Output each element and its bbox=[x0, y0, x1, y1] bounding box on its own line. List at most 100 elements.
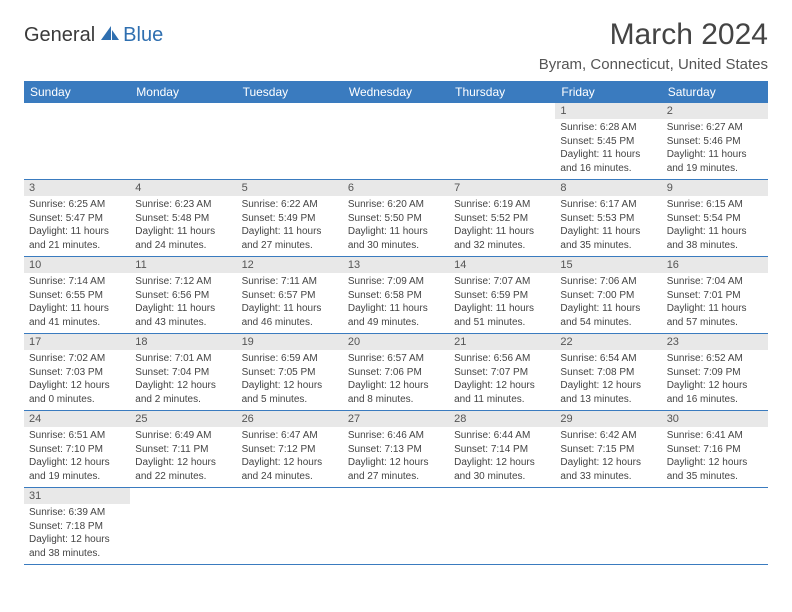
sunset-text: Sunset: 6:56 PM bbox=[135, 289, 231, 303]
day-details: Sunrise: 7:12 AMSunset: 6:56 PMDaylight:… bbox=[130, 273, 236, 333]
sunrise-text: Sunrise: 6:25 AM bbox=[29, 198, 125, 212]
calendar-empty-cell bbox=[130, 103, 236, 180]
day-number: 15 bbox=[555, 257, 661, 273]
calendar-day-cell: 25Sunrise: 6:49 AMSunset: 7:11 PMDayligh… bbox=[130, 411, 236, 488]
sunset-text: Sunset: 5:46 PM bbox=[667, 135, 763, 149]
calendar-week-row: 1Sunrise: 6:28 AMSunset: 5:45 PMDaylight… bbox=[24, 103, 768, 180]
logo-text-blue: Blue bbox=[123, 24, 163, 47]
day-details: Sunrise: 7:06 AMSunset: 7:00 PMDaylight:… bbox=[555, 273, 661, 333]
daylight-line1: Daylight: 12 hours bbox=[560, 379, 656, 393]
daylight-line2: and 16 minutes. bbox=[667, 393, 763, 407]
sunrise-text: Sunrise: 6:56 AM bbox=[454, 352, 550, 366]
sunrise-text: Sunrise: 6:54 AM bbox=[560, 352, 656, 366]
day-number: 17 bbox=[24, 334, 130, 350]
daylight-line1: Daylight: 12 hours bbox=[667, 379, 763, 393]
sunset-text: Sunset: 7:09 PM bbox=[667, 366, 763, 380]
daylight-line1: Daylight: 11 hours bbox=[667, 148, 763, 162]
sunset-text: Sunset: 7:14 PM bbox=[454, 443, 550, 457]
daylight-line1: Daylight: 11 hours bbox=[242, 302, 338, 316]
daylight-line1: Daylight: 12 hours bbox=[242, 379, 338, 393]
day-details: Sunrise: 6:47 AMSunset: 7:12 PMDaylight:… bbox=[237, 427, 343, 487]
day-number: 9 bbox=[662, 180, 768, 196]
sunrise-text: Sunrise: 6:46 AM bbox=[348, 429, 444, 443]
sunset-text: Sunset: 7:05 PM bbox=[242, 366, 338, 380]
day-number: 10 bbox=[24, 257, 130, 273]
daylight-line1: Daylight: 11 hours bbox=[560, 302, 656, 316]
daylight-line2: and 0 minutes. bbox=[29, 393, 125, 407]
calendar-day-cell: 20Sunrise: 6:57 AMSunset: 7:06 PMDayligh… bbox=[343, 334, 449, 411]
daylight-line1: Daylight: 11 hours bbox=[29, 302, 125, 316]
daylight-line1: Daylight: 12 hours bbox=[135, 379, 231, 393]
day-number: 3 bbox=[24, 180, 130, 196]
sunrise-text: Sunrise: 7:06 AM bbox=[560, 275, 656, 289]
month-title: March 2024 bbox=[539, 18, 768, 52]
sunrise-text: Sunrise: 7:02 AM bbox=[29, 352, 125, 366]
daylight-line2: and 11 minutes. bbox=[454, 393, 550, 407]
daylight-line2: and 30 minutes. bbox=[454, 470, 550, 484]
sunset-text: Sunset: 7:13 PM bbox=[348, 443, 444, 457]
daylight-line2: and 46 minutes. bbox=[242, 316, 338, 330]
day-details: Sunrise: 6:39 AMSunset: 7:18 PMDaylight:… bbox=[24, 504, 130, 564]
day-number: 19 bbox=[237, 334, 343, 350]
calendar-week-row: 24Sunrise: 6:51 AMSunset: 7:10 PMDayligh… bbox=[24, 411, 768, 488]
day-number: 25 bbox=[130, 411, 236, 427]
sunset-text: Sunset: 5:49 PM bbox=[242, 212, 338, 226]
sunrise-text: Sunrise: 6:41 AM bbox=[667, 429, 763, 443]
day-details: Sunrise: 6:28 AMSunset: 5:45 PMDaylight:… bbox=[555, 119, 661, 179]
day-details: Sunrise: 7:07 AMSunset: 6:59 PMDaylight:… bbox=[449, 273, 555, 333]
daylight-line2: and 2 minutes. bbox=[135, 393, 231, 407]
sunrise-text: Sunrise: 6:42 AM bbox=[560, 429, 656, 443]
sunset-text: Sunset: 7:04 PM bbox=[135, 366, 231, 380]
daylight-line2: and 24 minutes. bbox=[135, 239, 231, 253]
daylight-line1: Daylight: 11 hours bbox=[454, 302, 550, 316]
day-details: Sunrise: 7:09 AMSunset: 6:58 PMDaylight:… bbox=[343, 273, 449, 333]
daylight-line1: Daylight: 12 hours bbox=[348, 456, 444, 470]
daylight-line2: and 49 minutes. bbox=[348, 316, 444, 330]
daylight-line2: and 27 minutes. bbox=[242, 239, 338, 253]
sunset-text: Sunset: 7:01 PM bbox=[667, 289, 763, 303]
daylight-line2: and 27 minutes. bbox=[348, 470, 444, 484]
daylight-line1: Daylight: 11 hours bbox=[135, 225, 231, 239]
calendar-day-cell: 4Sunrise: 6:23 AMSunset: 5:48 PMDaylight… bbox=[130, 180, 236, 257]
sunrise-text: Sunrise: 7:01 AM bbox=[135, 352, 231, 366]
calendar-week-row: 3Sunrise: 6:25 AMSunset: 5:47 PMDaylight… bbox=[24, 180, 768, 257]
calendar-empty-cell bbox=[343, 488, 449, 565]
calendar-day-cell: 29Sunrise: 6:42 AMSunset: 7:15 PMDayligh… bbox=[555, 411, 661, 488]
calendar-day-cell: 16Sunrise: 7:04 AMSunset: 7:01 PMDayligh… bbox=[662, 257, 768, 334]
calendar-day-cell: 5Sunrise: 6:22 AMSunset: 5:49 PMDaylight… bbox=[237, 180, 343, 257]
sunset-text: Sunset: 7:15 PM bbox=[560, 443, 656, 457]
daylight-line2: and 38 minutes. bbox=[29, 547, 125, 561]
day-number: 31 bbox=[24, 488, 130, 504]
sunrise-text: Sunrise: 7:11 AM bbox=[242, 275, 338, 289]
day-number: 23 bbox=[662, 334, 768, 350]
day-details: Sunrise: 6:59 AMSunset: 7:05 PMDaylight:… bbox=[237, 350, 343, 410]
sunrise-text: Sunrise: 6:39 AM bbox=[29, 506, 125, 520]
day-header: Friday bbox=[555, 81, 661, 103]
calendar-day-cell: 11Sunrise: 7:12 AMSunset: 6:56 PMDayligh… bbox=[130, 257, 236, 334]
day-number: 11 bbox=[130, 257, 236, 273]
day-details: Sunrise: 7:02 AMSunset: 7:03 PMDaylight:… bbox=[24, 350, 130, 410]
daylight-line1: Daylight: 11 hours bbox=[454, 225, 550, 239]
day-details: Sunrise: 7:14 AMSunset: 6:55 PMDaylight:… bbox=[24, 273, 130, 333]
day-details: Sunrise: 6:20 AMSunset: 5:50 PMDaylight:… bbox=[343, 196, 449, 256]
daylight-line2: and 38 minutes. bbox=[667, 239, 763, 253]
sunset-text: Sunset: 6:59 PM bbox=[454, 289, 550, 303]
day-number: 8 bbox=[555, 180, 661, 196]
calendar-empty-cell bbox=[449, 103, 555, 180]
daylight-line1: Daylight: 11 hours bbox=[29, 225, 125, 239]
calendar-empty-cell bbox=[24, 103, 130, 180]
calendar-day-cell: 21Sunrise: 6:56 AMSunset: 7:07 PMDayligh… bbox=[449, 334, 555, 411]
calendar-day-cell: 13Sunrise: 7:09 AMSunset: 6:58 PMDayligh… bbox=[343, 257, 449, 334]
daylight-line2: and 21 minutes. bbox=[29, 239, 125, 253]
sunrise-text: Sunrise: 6:15 AM bbox=[667, 198, 763, 212]
daylight-line2: and 32 minutes. bbox=[454, 239, 550, 253]
daylight-line2: and 8 minutes. bbox=[348, 393, 444, 407]
daylight-line1: Daylight: 11 hours bbox=[242, 225, 338, 239]
calendar-day-cell: 26Sunrise: 6:47 AMSunset: 7:12 PMDayligh… bbox=[237, 411, 343, 488]
calendar-empty-cell bbox=[237, 103, 343, 180]
day-details: Sunrise: 7:04 AMSunset: 7:01 PMDaylight:… bbox=[662, 273, 768, 333]
daylight-line1: Daylight: 11 hours bbox=[667, 225, 763, 239]
day-number: 16 bbox=[662, 257, 768, 273]
calendar-day-cell: 15Sunrise: 7:06 AMSunset: 7:00 PMDayligh… bbox=[555, 257, 661, 334]
sunrise-text: Sunrise: 7:14 AM bbox=[29, 275, 125, 289]
